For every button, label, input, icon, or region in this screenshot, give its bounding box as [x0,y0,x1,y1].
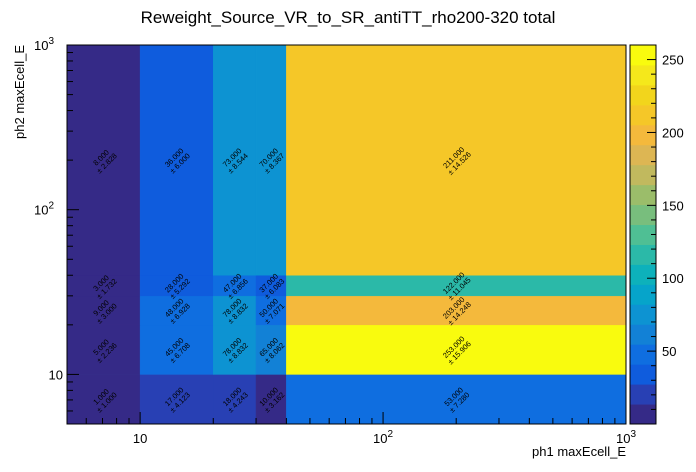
heatmap-cell [286,295,627,326]
y-axis-label: ph2 maxEcell_E [12,45,27,139]
x-tick-label: 10 [133,431,147,446]
colorbar-segment [630,304,656,325]
plot-frame [66,44,627,425]
colorbar-segment [630,184,656,206]
plot-border [66,44,627,425]
heatmap-cell [213,44,257,276]
x-tick-label: 102 [373,429,393,446]
colorbar-segment [630,344,656,365]
heatmap-cell [286,44,627,276]
colorbar-tick-label: 150 [662,198,684,213]
colorbar-tick-label: 100 [662,271,684,286]
colorbar-segment [630,264,656,285]
colorbar-tick-label: 200 [662,125,684,140]
heatmap-cell [286,324,627,375]
heatmap-cell [139,324,214,375]
colorbar-segment [630,224,656,245]
colorbar-segment [630,364,656,385]
colorbar-segment [630,64,656,86]
heatmap-cell [66,374,141,425]
heatmap-cell [139,295,214,326]
heatmap-cell [286,374,627,425]
colorbar-segment [630,284,656,305]
colorbar: 50 100 150 200 250 [629,44,684,425]
heatmap-cell [66,324,141,375]
colorbar-segment [630,324,656,345]
heatmap-cell [255,44,287,276]
heatmap-cell [139,374,214,425]
colorbar-segment [630,124,656,146]
heatmap-cell [213,324,257,375]
colorbar-segment [630,244,656,265]
colorbar-segment [630,164,656,186]
chart-title: Reweight_Source_VR_to_SR_antiTT_rho200-3… [141,8,556,27]
colorbar-segment [630,144,656,166]
colorbar-segment [630,84,656,106]
heatmap-cell [255,374,287,425]
colorbar-tick-label: 50 [662,344,676,359]
colorbar-segment [630,384,656,405]
colorbar-segment [630,104,656,126]
heatmap-cell [213,295,257,326]
y-tick-label: 102 [34,201,54,218]
heatmap-cells: 1.000± 1.000 17.000± 4.123 18.000± 4.243 10… [66,44,627,425]
colorbar-segment [630,204,656,226]
y-tick-label: 10 [49,367,63,382]
heatmap-cell [255,324,287,375]
colorbar-segment [630,404,656,425]
x-axis-label: ph1 maxEcell_E [532,444,626,459]
heatmap-cell [139,44,214,276]
colorbar-tick-label: 250 [662,53,684,68]
colorbar-segment [630,45,656,66]
y-tick-label: 103 [34,36,54,53]
